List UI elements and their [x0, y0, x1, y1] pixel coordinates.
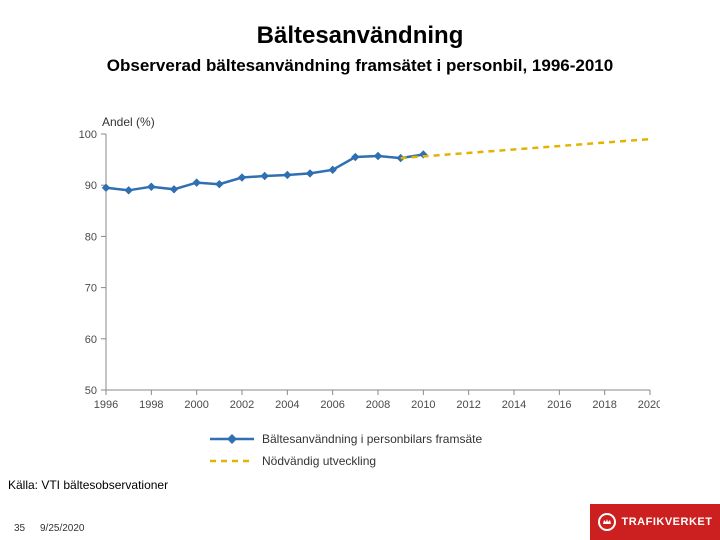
legend-swatch	[210, 433, 254, 445]
legend-swatch	[210, 455, 254, 467]
footer-bar: 35 9/25/2020 TRAFIKVERKET	[0, 516, 720, 540]
slide-date: 9/25/2020	[40, 523, 85, 534]
svg-text:80: 80	[85, 231, 97, 243]
svg-text:2000: 2000	[184, 399, 208, 411]
brand-logo: TRAFIKVERKET	[590, 504, 720, 540]
svg-text:2008: 2008	[366, 399, 390, 411]
line-chart: 50 60 70 80 90 100 1996 1998 2000 2002 2004 2006 200…	[60, 110, 660, 430]
svg-text:50: 50	[85, 385, 97, 397]
svg-text:Andel (%): Andel (%)	[102, 115, 155, 129]
legend-label: Bältesanvändning i personbilars framsäte	[262, 432, 482, 446]
svg-text:90: 90	[85, 180, 97, 192]
legend-item: Bältesanvändning i personbilars framsäte	[210, 430, 482, 448]
chart-area: 50 60 70 80 90 100 1996 1998 2000 2002 2004 2006 200…	[60, 110, 660, 430]
legend-label: Nödvändig utveckling	[262, 454, 376, 468]
svg-text:2014: 2014	[502, 399, 526, 411]
svg-text:1996: 1996	[94, 399, 118, 411]
svg-text:2002: 2002	[230, 399, 254, 411]
svg-text:2012: 2012	[456, 399, 480, 411]
slide-number: 35	[14, 523, 25, 534]
svg-text:2004: 2004	[275, 399, 299, 411]
svg-text:2006: 2006	[320, 399, 344, 411]
slide-title: Bältesanvändning	[0, 22, 720, 50]
svg-text:1998: 1998	[139, 399, 163, 411]
svg-text:100: 100	[79, 129, 97, 141]
brand-name: TRAFIKVERKET	[622, 516, 713, 528]
svg-text:60: 60	[85, 334, 97, 346]
slide-subtitle: Observerad bältesanvändning framsätet i …	[70, 55, 650, 76]
crown-icon	[598, 513, 616, 531]
slide: Bältesanvändning Observerad bältesanvänd…	[0, 0, 720, 540]
svg-text:70: 70	[85, 283, 97, 295]
svg-text:2018: 2018	[592, 399, 616, 411]
svg-text:2016: 2016	[547, 399, 571, 411]
legend: Bältesanvändning i personbilars framsäte…	[210, 430, 482, 474]
legend-item: Nödvändig utveckling	[210, 452, 482, 470]
source-text: Källa: VTI bältesobservationer	[8, 478, 168, 492]
svg-text:2010: 2010	[411, 399, 435, 411]
svg-text:2020: 2020	[638, 399, 660, 411]
